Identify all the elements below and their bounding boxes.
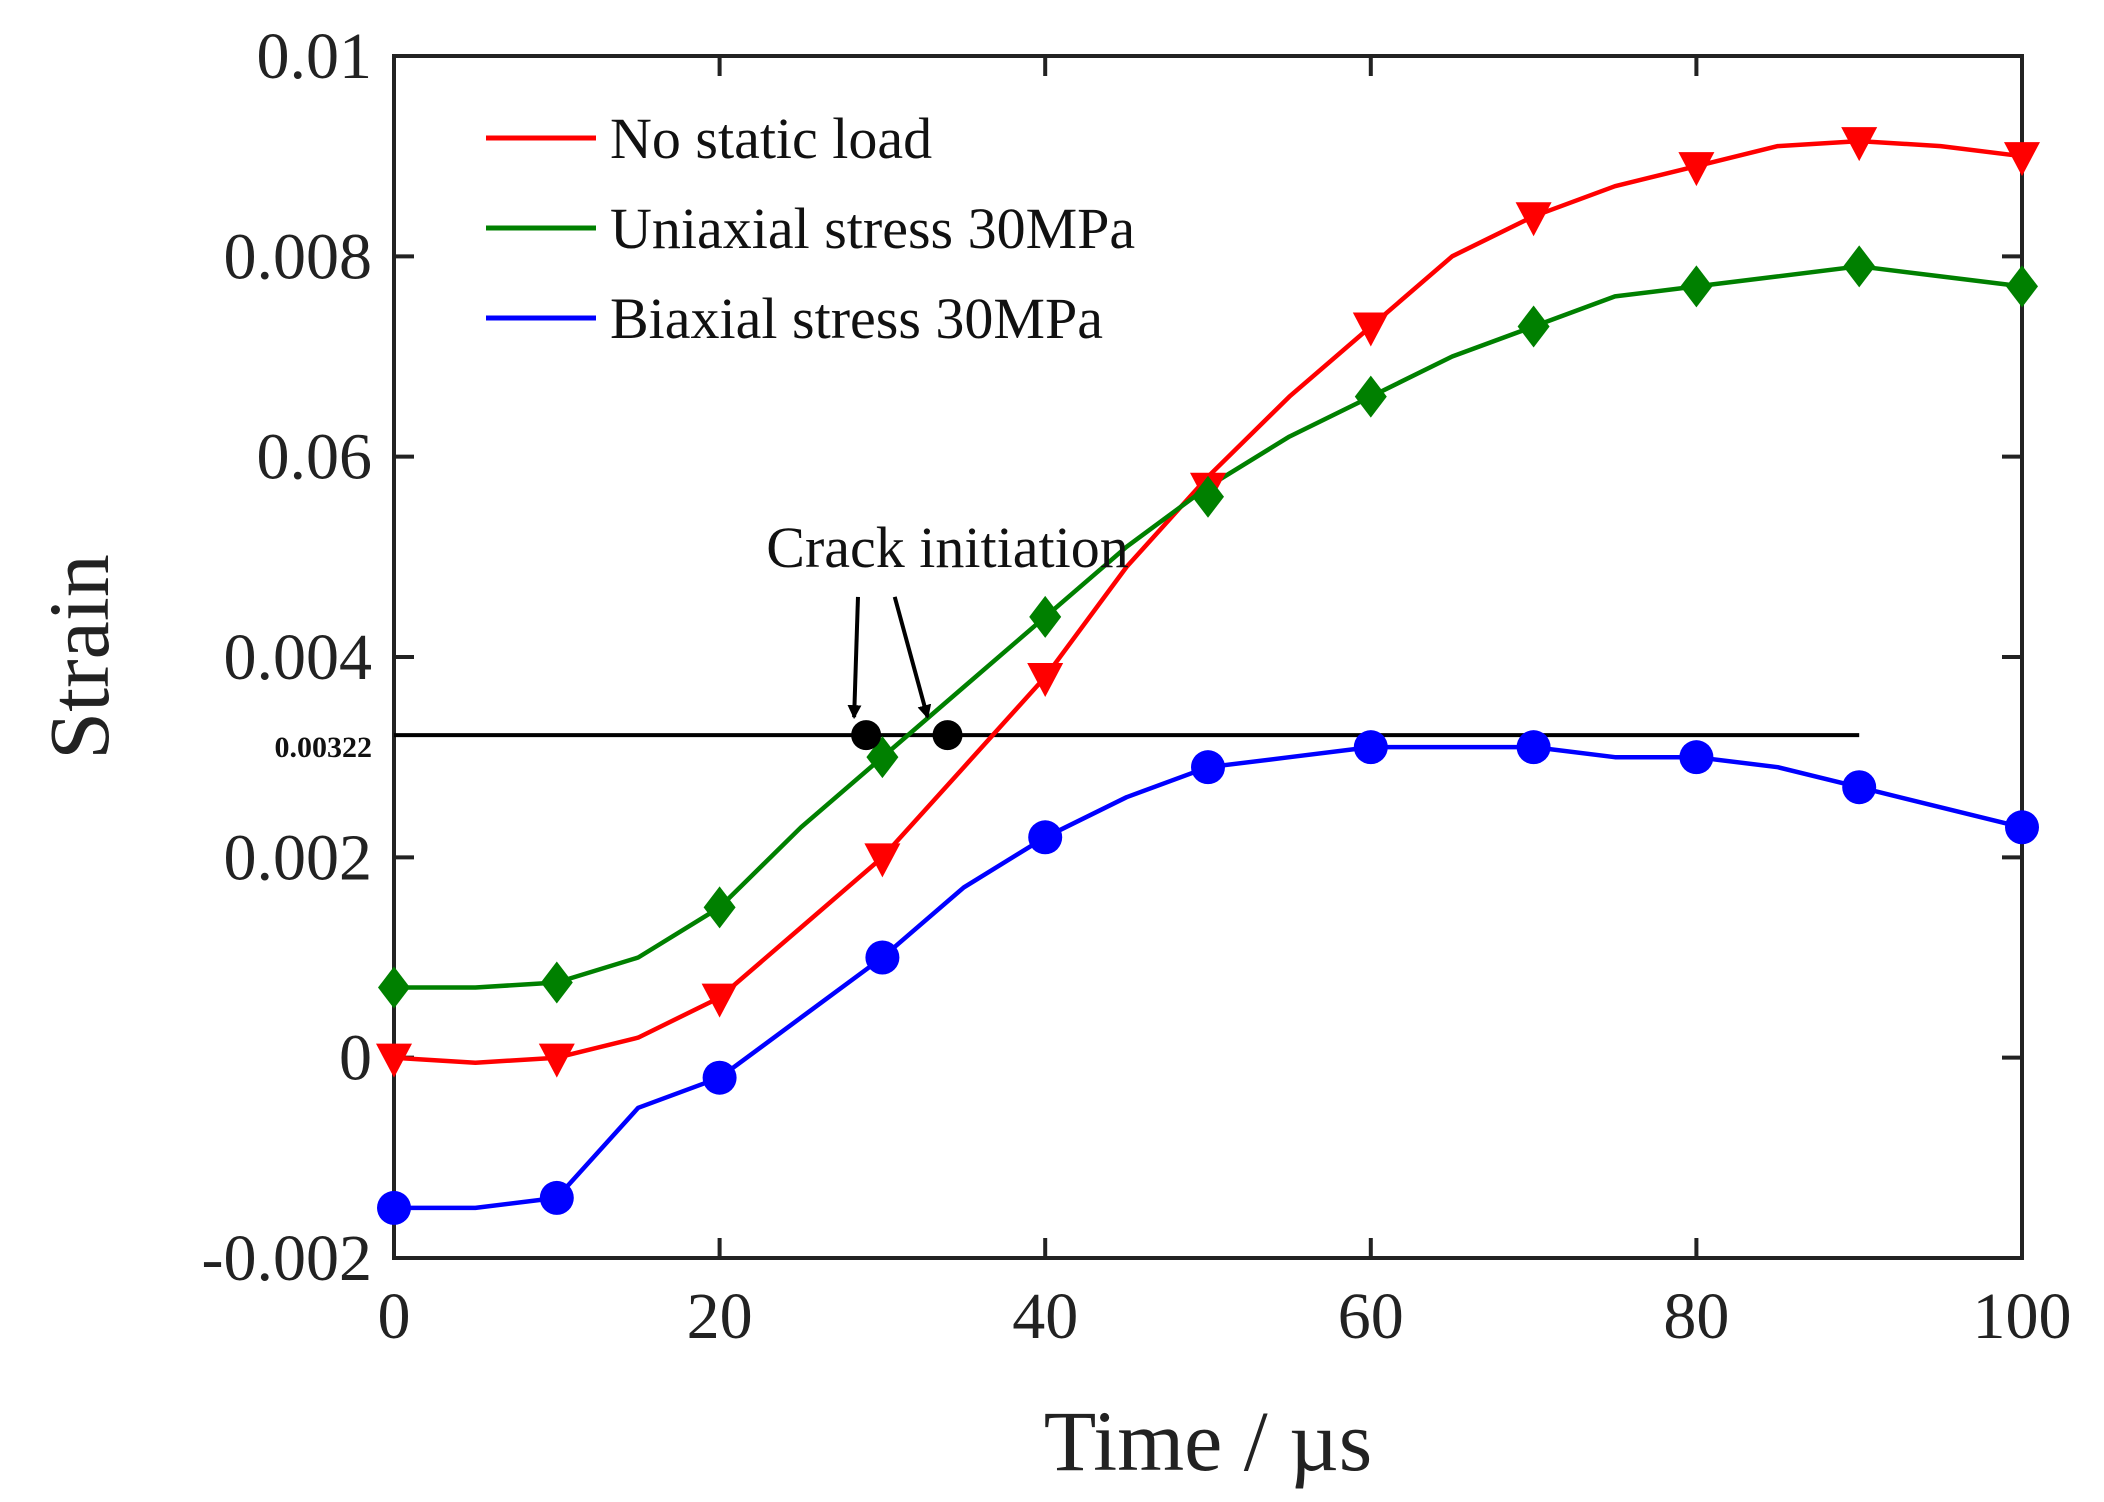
series-markers	[376, 127, 2040, 1225]
series-2-marker	[378, 966, 410, 1009]
series-3-marker	[1679, 740, 1714, 775]
x-tick-label: 60	[1338, 1280, 1404, 1353]
series-3-marker	[1353, 730, 1388, 765]
series-line-1	[393, 138, 2023, 1065]
legend-label-2: Uniaxial stress 30MPa	[610, 196, 1135, 261]
y-tick-label: 0.004	[224, 621, 373, 694]
series-2-marker	[1843, 245, 1876, 288]
series-2-marker	[1354, 375, 1387, 418]
x-tick-label: 40	[1012, 1280, 1078, 1353]
series-1-marker	[1841, 127, 1878, 162]
series-1-marker	[864, 843, 901, 878]
crack-initiation-point	[932, 720, 963, 751]
legend: No static load Uniaxial stress 30MPa Biaxi…	[486, 106, 1135, 351]
series-2-marker	[1029, 595, 1062, 638]
series-3-marker	[1516, 730, 1551, 765]
series-1-marker	[1515, 202, 1552, 237]
series-2-marker	[1680, 265, 1713, 308]
x-tick-labels: 0 20 40 60 80 100	[378, 1280, 2072, 1353]
series-2-marker	[2006, 265, 2038, 308]
legend-label-3: Biaxial stress 30MPa	[610, 286, 1103, 351]
series-1-marker	[1678, 152, 1715, 187]
series-3-marker	[377, 1190, 411, 1225]
y-tick-label: 0.002	[224, 821, 373, 894]
series-1-marker	[1027, 663, 1064, 698]
x-tick-label: 20	[687, 1280, 753, 1353]
axis-ticks	[392, 54, 2024, 1260]
threshold-label: 0.00322	[275, 731, 373, 764]
y-axis-title: Strain	[31, 554, 127, 759]
x-tick-label: 100	[1973, 1280, 2072, 1353]
series-1-marker	[376, 1043, 412, 1078]
series-3-marker	[702, 1060, 737, 1095]
y-tick-label: 0.06	[257, 421, 373, 494]
crack-initiation-arrow	[892, 596, 932, 720]
crack-initiation-arrow	[847, 596, 862, 720]
series-2-marker	[540, 961, 573, 1004]
series-3-marker	[539, 1180, 574, 1215]
series-2-marker	[703, 886, 736, 929]
y-tick-label: -0.002	[202, 1222, 372, 1295]
series-3-marker	[865, 940, 900, 975]
y-tick-labels: -0.002 0 0.002 0.004 0.06 0.008 0.01	[202, 20, 372, 1295]
crack-initiation-label: Crack initiation	[766, 515, 1128, 580]
series-2-marker	[1192, 475, 1224, 518]
y-tick-label: 0.008	[224, 220, 373, 293]
crack-initiation-annotation: Crack initiation	[766, 515, 1129, 751]
series-3-marker	[1191, 750, 1225, 785]
x-tick-label: 80	[1663, 1280, 1729, 1353]
series-1-marker	[701, 983, 738, 1018]
x-tick-label: 0	[378, 1280, 411, 1353]
series-3-marker	[2005, 810, 2039, 845]
series-1-marker	[1352, 312, 1389, 347]
series-line-2	[394, 264, 2023, 990]
series-2-marker	[1517, 305, 1550, 348]
series-1-marker	[2004, 142, 2040, 177]
legend-label-1: No static load	[610, 106, 932, 171]
y-tick-label: 0.01	[257, 20, 373, 93]
series-line-3	[394, 744, 2023, 1211]
y-tick-label: 0	[339, 1022, 372, 1095]
series-1-marker	[538, 1043, 575, 1078]
series-3-marker	[1842, 770, 1877, 805]
x-axis-title: Time / µs	[1044, 1393, 1372, 1489]
crack-initiation-point	[851, 720, 882, 751]
series-3-marker	[1028, 820, 1063, 855]
